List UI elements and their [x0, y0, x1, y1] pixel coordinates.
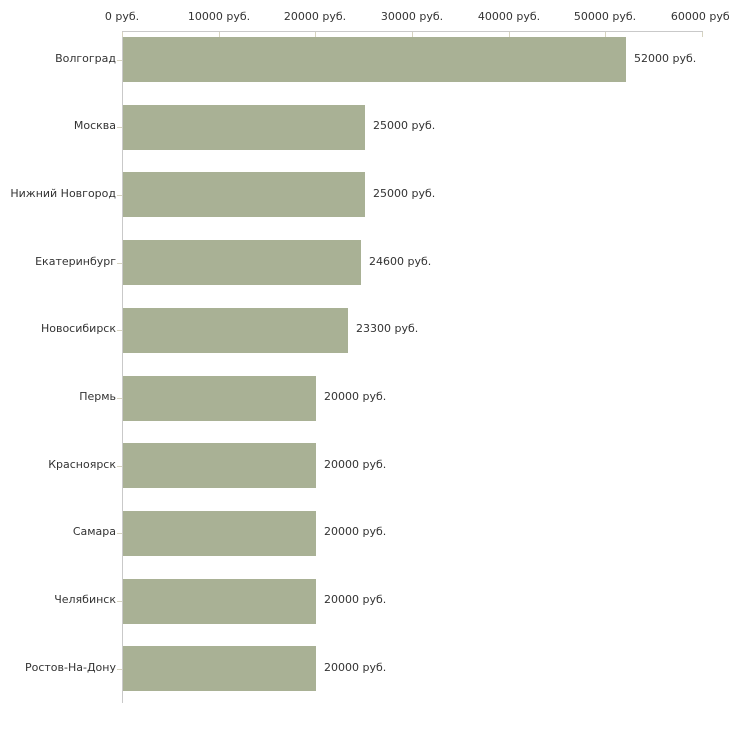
- x-axis-line: [122, 31, 703, 32]
- category-label: Красноярск: [48, 458, 116, 471]
- category-tick: [117, 601, 122, 602]
- value-label: 20000 руб.: [324, 458, 387, 471]
- category-tick: [117, 533, 122, 534]
- x-axis-tick: [702, 32, 703, 37]
- x-axis-tick: [219, 32, 220, 37]
- value-label: 20000 руб.: [324, 525, 387, 538]
- category-label: Новосибирск: [40, 322, 116, 335]
- category-label: Волгоград: [55, 52, 116, 65]
- value-label: 23300 руб.: [356, 322, 419, 335]
- x-axis-tick-label: 20000 руб.: [283, 10, 347, 23]
- category-tick: [117, 330, 122, 331]
- bar: [123, 240, 361, 285]
- category-label: Самара: [72, 525, 116, 538]
- category-label: Челябинск: [54, 593, 116, 606]
- x-axis-tick: [605, 32, 606, 37]
- category-label: Пермь: [79, 390, 116, 403]
- value-label: 20000 руб.: [324, 593, 387, 606]
- value-label: 24600 руб.: [369, 255, 432, 268]
- category-tick: [117, 263, 122, 264]
- value-label: 25000 руб.: [373, 119, 436, 132]
- value-label: 20000 руб.: [324, 390, 387, 403]
- category-label: Ростов-На-Дону: [24, 661, 116, 674]
- bar: [123, 511, 316, 556]
- category-label: Нижний Новгород: [10, 187, 116, 200]
- bar: [123, 172, 365, 217]
- category-tick: [117, 466, 122, 467]
- x-axis-tick-label: 50000 руб.: [573, 10, 637, 23]
- value-label: 52000 руб.: [634, 52, 697, 65]
- x-axis-tick: [412, 32, 413, 37]
- category-tick: [117, 669, 122, 670]
- x-axis-tick-label: 0 руб.: [104, 10, 140, 23]
- bar: [123, 646, 316, 691]
- category-tick: [117, 60, 122, 61]
- bar: [123, 308, 348, 353]
- x-axis-tick: [122, 32, 123, 37]
- value-label: 20000 руб.: [324, 661, 387, 674]
- x-axis-tick-label: 40000 руб.: [477, 10, 541, 23]
- category-tick: [117, 195, 122, 196]
- category-label: Москва: [73, 119, 116, 132]
- bar: [123, 37, 626, 82]
- value-label: 25000 руб.: [373, 187, 436, 200]
- bar: [123, 443, 316, 488]
- x-axis-tick-label: 60000 руб.: [670, 10, 730, 23]
- bar: [123, 579, 316, 624]
- x-axis-tick: [315, 32, 316, 37]
- category-label: Екатеринбург: [35, 255, 116, 268]
- x-axis-tick-label: 10000 руб.: [187, 10, 251, 23]
- category-tick: [117, 398, 122, 399]
- x-axis-tick: [509, 32, 510, 37]
- bar: [123, 376, 316, 421]
- y-axis-line: [122, 31, 123, 703]
- category-tick: [117, 127, 122, 128]
- x-axis-tick-label: 30000 руб.: [380, 10, 444, 23]
- bar: [123, 105, 365, 150]
